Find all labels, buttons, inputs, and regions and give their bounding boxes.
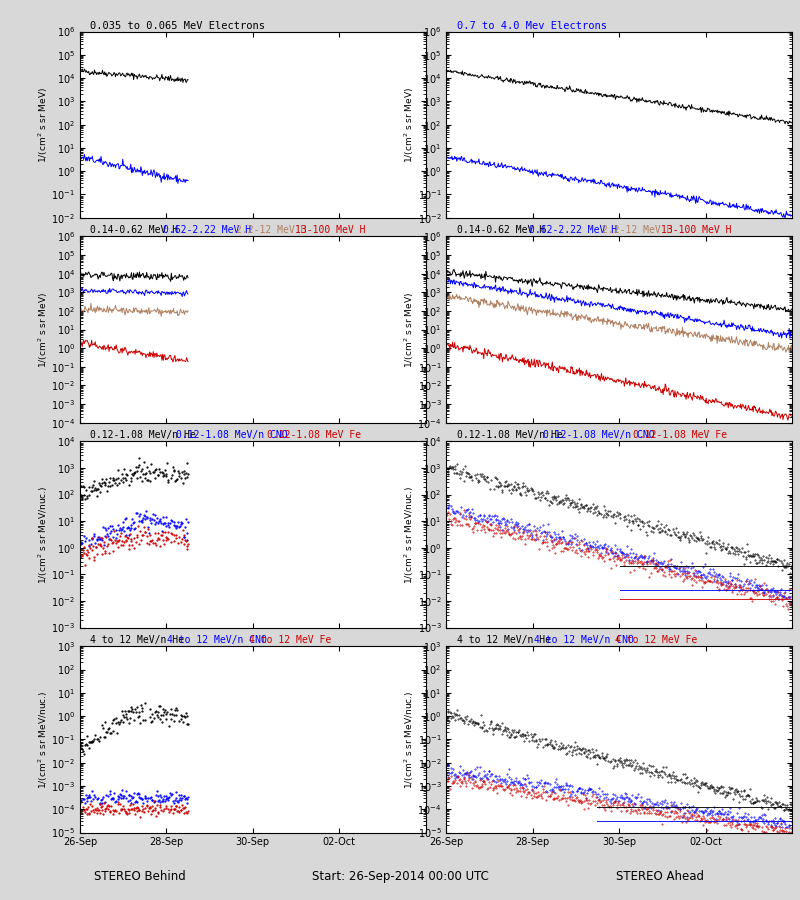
Y-axis label: 1/(cm$^2$ s sr MeV/nuc.): 1/(cm$^2$ s sr MeV/nuc.) [402,485,416,584]
Y-axis label: 1/(cm$^2$ s sr MeV): 1/(cm$^2$ s sr MeV) [36,292,50,367]
Text: 4 to 12 MeV Fe: 4 to 12 MeV Fe [249,635,343,645]
Text: 2.2-12 MeV H: 2.2-12 MeV H [602,226,684,236]
Text: 4 to 12 MeV/n He: 4 to 12 MeV/n He [457,635,562,645]
Y-axis label: 1/(cm$^2$ s sr MeV/nuc.): 1/(cm$^2$ s sr MeV/nuc.) [36,485,50,584]
Text: 2.2-12 MeV H: 2.2-12 MeV H [235,226,318,236]
Text: 0.12-1.08 MeV/n He: 0.12-1.08 MeV/n He [457,430,574,440]
Text: STEREO Ahead: STEREO Ahead [616,870,704,883]
Text: 0.12-1.08 MeV Fe: 0.12-1.08 MeV Fe [634,430,739,440]
Y-axis label: 1/(cm$^2$ s sr MeV): 1/(cm$^2$ s sr MeV) [37,86,50,163]
Text: 13-100 MeV H: 13-100 MeV H [661,226,743,236]
Y-axis label: 1/(cm$^2$ s sr MeV): 1/(cm$^2$ s sr MeV) [403,86,416,163]
Text: Start: 26-Sep-2014 00:00 UTC: Start: 26-Sep-2014 00:00 UTC [311,870,489,883]
Text: 4 to 12 MeV/n CNO: 4 to 12 MeV/n CNO [534,635,646,645]
Y-axis label: 1/(cm$^2$ s sr MeV): 1/(cm$^2$ s sr MeV) [402,292,416,367]
Text: 0.62-2.22 MeV H: 0.62-2.22 MeV H [163,226,263,236]
Text: 4 to 12 MeV Fe: 4 to 12 MeV Fe [615,635,710,645]
Text: 0.62-2.22 MeV H: 0.62-2.22 MeV H [530,226,629,236]
Text: 0.12-1.08 MeV/n He: 0.12-1.08 MeV/n He [90,430,208,440]
Text: 0.7 to 4.0 Mev Electrons: 0.7 to 4.0 Mev Electrons [457,21,619,31]
Text: 0.12-1.08 MeV/n CNO: 0.12-1.08 MeV/n CNO [542,430,666,440]
Text: STEREO Behind: STEREO Behind [94,870,186,883]
Text: 4 to 12 MeV/n He: 4 to 12 MeV/n He [90,635,196,645]
Y-axis label: 1/(cm$^2$ s sr MeV/nuc.): 1/(cm$^2$ s sr MeV/nuc.) [402,690,416,788]
Y-axis label: 1/(cm$^2$ s sr MeV/nuc.): 1/(cm$^2$ s sr MeV/nuc.) [36,690,50,788]
Text: 0.14-0.62 MeV H: 0.14-0.62 MeV H [457,226,557,236]
Text: 0.035 to 0.065 MeV Electrons: 0.035 to 0.065 MeV Electrons [90,21,278,31]
Text: 13-100 MeV H: 13-100 MeV H [294,226,377,236]
Text: 0.12-1.08 MeV/n CNO: 0.12-1.08 MeV/n CNO [177,430,300,440]
Text: 0.12-1.08 MeV Fe: 0.12-1.08 MeV Fe [267,430,373,440]
Text: 4 to 12 MeV/n CNO: 4 to 12 MeV/n CNO [167,635,279,645]
Text: 0.14-0.62 MeV H: 0.14-0.62 MeV H [90,226,190,236]
